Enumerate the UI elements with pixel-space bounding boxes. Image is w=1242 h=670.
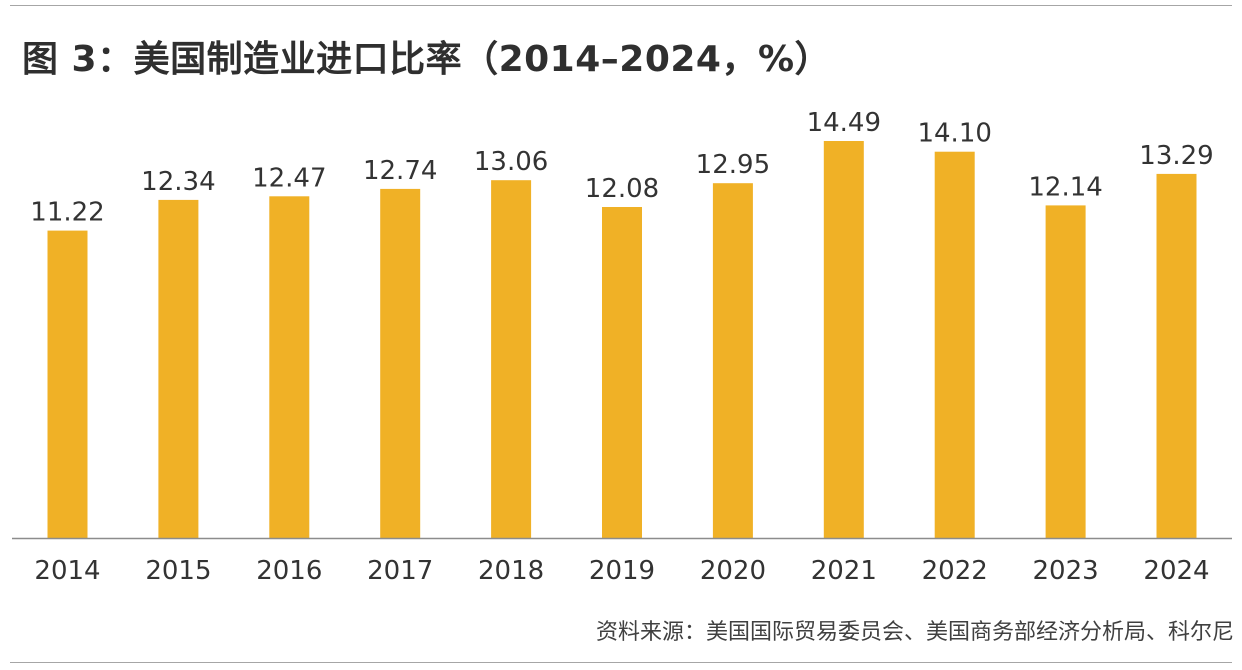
bar-2016 [269, 196, 310, 539]
value-label-2020: 12.95 [696, 150, 770, 180]
value-labels-layer: 11.22 12.34 12.47 12.74 13.06 12.08 12.95 14.49… [30, 108, 1213, 228]
bar-2018 [491, 180, 532, 538]
bar-2021 [823, 141, 864, 538]
value-label-2018: 13.06 [474, 147, 548, 177]
value-label-2017: 12.74 [363, 156, 437, 186]
x-tick-label-2019: 2019 [589, 556, 655, 586]
bar-2015 [158, 199, 199, 538]
x-tick-label-2023: 2023 [1033, 556, 1099, 586]
x-tick-label-2021: 2021 [811, 556, 877, 586]
value-label-2022: 14.10 [917, 119, 991, 149]
x-tick-label-2018: 2018 [478, 556, 544, 586]
x-tick-label-2024: 2024 [1143, 556, 1209, 586]
x-tick-label-2020: 2020 [700, 556, 766, 586]
value-label-2014: 11.22 [30, 198, 104, 228]
bar-2017 [380, 188, 421, 538]
bar-2024 [1156, 173, 1197, 538]
bars-layer [47, 141, 1197, 539]
source-note: 资料来源：美国国际贸易委员会、美国商务部经济分析局、科尔尼 [595, 620, 1234, 645]
bar-2019 [602, 207, 642, 538]
value-label-2016: 12.47 [252, 163, 326, 193]
value-label-2021: 14.49 [807, 108, 881, 138]
x-tick-label-2014: 2014 [34, 556, 100, 586]
value-label-2024: 13.29 [1139, 141, 1213, 171]
bar-2022 [934, 151, 975, 538]
top-rule [10, 5, 1232, 6]
chart-title: 图 3：美国制造业进口比率（2014–2024，%） [22, 39, 832, 80]
bar-2020 [712, 183, 753, 538]
bottom-rule [10, 662, 1232, 663]
bar-2014 [47, 230, 88, 538]
value-label-2023: 12.14 [1028, 172, 1102, 202]
tick-labels-layer: 2014 2015 2016 2017 2018 2019 2020 2021 2022 2023… [34, 556, 1209, 586]
x-tick-label-2017: 2017 [367, 556, 433, 586]
x-tick-label-2022: 2022 [922, 556, 988, 586]
value-label-2015: 12.34 [141, 167, 215, 197]
bar-2023 [1045, 205, 1086, 538]
x-tick-label-2015: 2015 [145, 556, 211, 586]
x-tick-label-2016: 2016 [256, 556, 322, 586]
value-label-2019: 12.08 [585, 174, 659, 204]
